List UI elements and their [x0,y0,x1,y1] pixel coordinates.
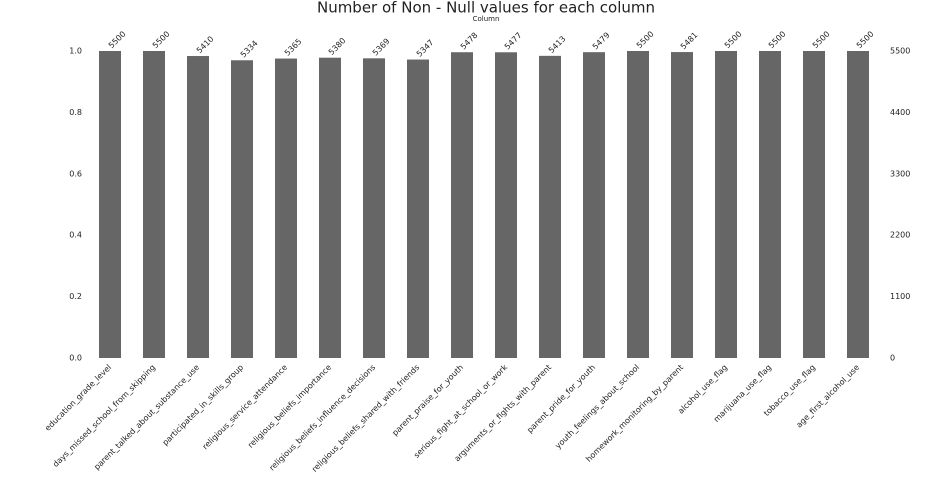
value-label: 5477 [503,31,524,52]
y-tick-label: 0.8 [69,108,82,117]
y2-tick-label: 3300 [890,169,910,178]
value-label: 5500 [767,29,788,50]
x-tick-label: religious_service_attendance [201,363,290,452]
bar [143,51,165,358]
bar [99,51,121,358]
y2-tick-label: 1100 [890,292,910,301]
value-label: 5500 [635,29,656,50]
value-label: 5369 [371,37,392,58]
y-tick-label: 0.6 [69,169,82,178]
axis-label: Column [473,15,500,23]
bar [187,56,209,359]
chart-title: Number of Non - Null values for each col… [317,0,655,17]
value-label: 5500 [151,29,172,50]
y-tick-label: 1.0 [69,47,82,56]
bar [715,51,737,358]
bar [759,51,781,358]
x-tick-label: parent_praise_for_youth [390,363,465,438]
x-tick-label: arguments_or_fights_with_parent [453,363,554,464]
y-tick-label: 0.0 [69,354,82,363]
bar [583,52,605,358]
value-label: 5479 [591,31,612,52]
y2-tick-label: 2200 [890,231,910,240]
bar [319,57,341,358]
value-label: 5478 [459,31,480,52]
bar [275,58,297,358]
bar [451,52,473,359]
bar [627,51,649,358]
bar [231,60,253,359]
y2-tick-label: 0 [890,354,895,363]
x-tick-label: homework_monitoring_by_parent [584,363,685,464]
value-label: 5500 [107,29,128,50]
value-label: 5500 [855,29,876,50]
y-tick-label: 0.4 [69,231,82,240]
bar [803,51,825,358]
y2-tick-label: 5500 [890,47,910,56]
value-label: 5334 [239,39,260,60]
value-label: 5380 [327,36,348,57]
bar [495,52,517,359]
value-label: 5347 [415,38,436,59]
value-label: 5410 [195,34,216,55]
y-tick-label: 0.2 [69,292,82,301]
bar [407,59,429,358]
value-label: 5413 [547,34,568,55]
value-label: 5481 [679,30,700,51]
bar [539,55,561,359]
value-label: 5365 [283,37,304,58]
bar [363,58,385,358]
x-tick-label: youth_feelings_about_school [553,363,641,451]
bar [847,51,869,358]
x-tick-label: religious_beliefs_importance [246,363,333,450]
value-label: 5500 [811,29,832,50]
y2-tick-label: 4400 [890,108,910,117]
x-tick-label: serious_fight_at_school_or_work [412,363,509,460]
value-label: 5500 [723,29,744,50]
bar [671,52,693,358]
x-tick-label: participated_in_skills_group [161,363,246,448]
